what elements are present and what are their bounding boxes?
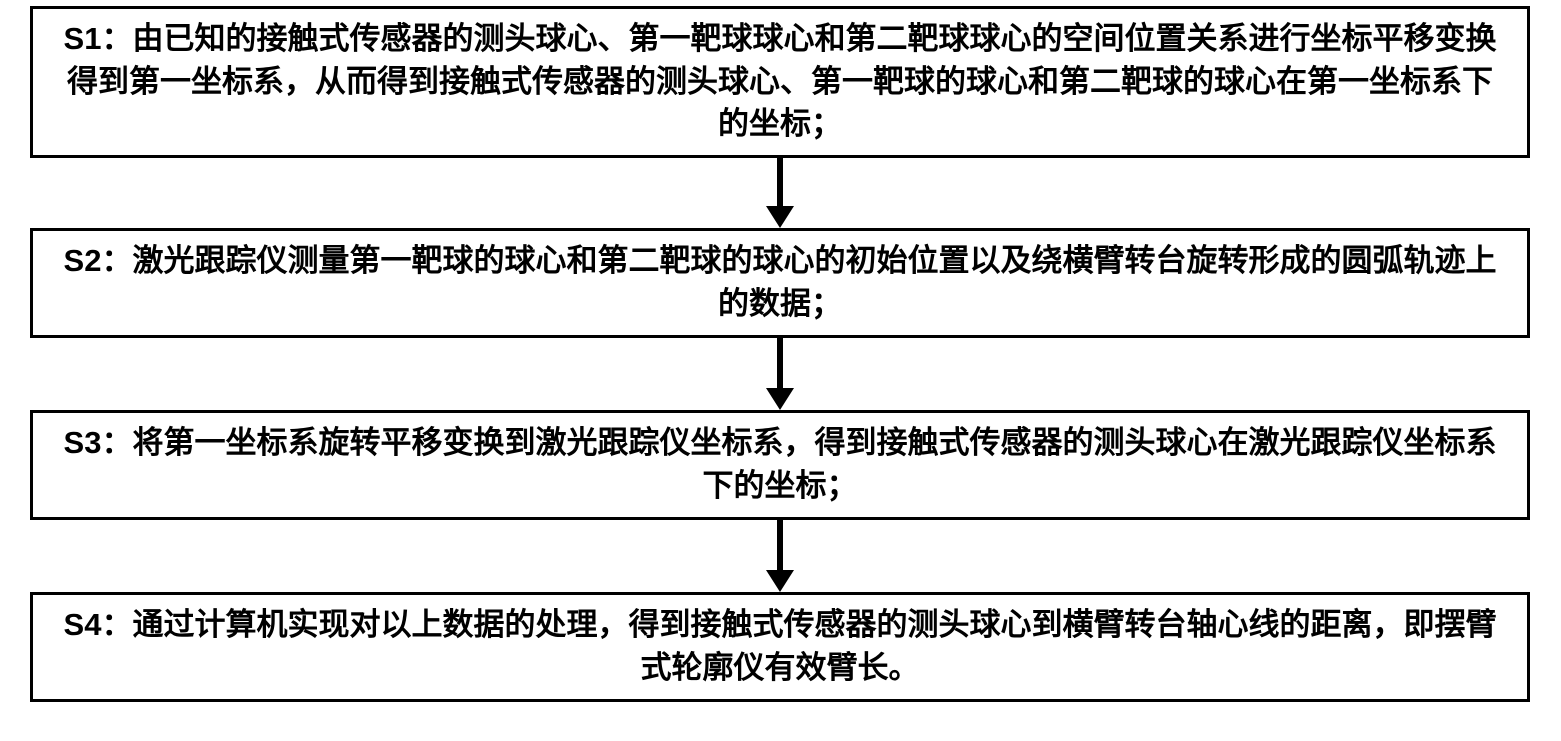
step-text-s3: S3：将第一坐标系旋转平移变换到激光跟踪仪坐标系，得到接触式传感器的测头球心在激… bbox=[53, 422, 1507, 508]
step-box-s1: S1：由已知的接触式传感器的测头球心、第一靶球球心和第二靶球球心的空间位置关系进… bbox=[30, 6, 1530, 158]
arrow-stem bbox=[777, 338, 783, 388]
step-box-s3: S3：将第一坐标系旋转平移变换到激光跟踪仪坐标系，得到接触式传感器的测头球心在激… bbox=[30, 410, 1530, 520]
arrow-stem bbox=[777, 520, 783, 570]
arrow-head-icon bbox=[766, 570, 794, 592]
flowchart-container: S1：由已知的接触式传感器的测头球心、第一靶球球心和第二靶球球心的空间位置关系进… bbox=[0, 0, 1561, 741]
step-text-s4: S4：通过计算机实现对以上数据的处理，得到接触式传感器的测头球心到横臂转台轴心线… bbox=[53, 604, 1507, 690]
arrow-head-icon bbox=[766, 388, 794, 410]
step-box-s4: S4：通过计算机实现对以上数据的处理，得到接触式传感器的测头球心到横臂转台轴心线… bbox=[30, 592, 1530, 702]
step-text-s2: S2：激光跟踪仪测量第一靶球的球心和第二靶球的球心的初始位置以及绕横臂转台旋转形… bbox=[53, 240, 1507, 326]
step-box-s2: S2：激光跟踪仪测量第一靶球的球心和第二靶球的球心的初始位置以及绕横臂转台旋转形… bbox=[30, 228, 1530, 338]
step-text-s1: S1：由已知的接触式传感器的测头球心、第一靶球球心和第二靶球球心的空间位置关系进… bbox=[53, 18, 1507, 146]
arrow-stem bbox=[777, 158, 783, 206]
arrow-head-icon bbox=[766, 206, 794, 228]
